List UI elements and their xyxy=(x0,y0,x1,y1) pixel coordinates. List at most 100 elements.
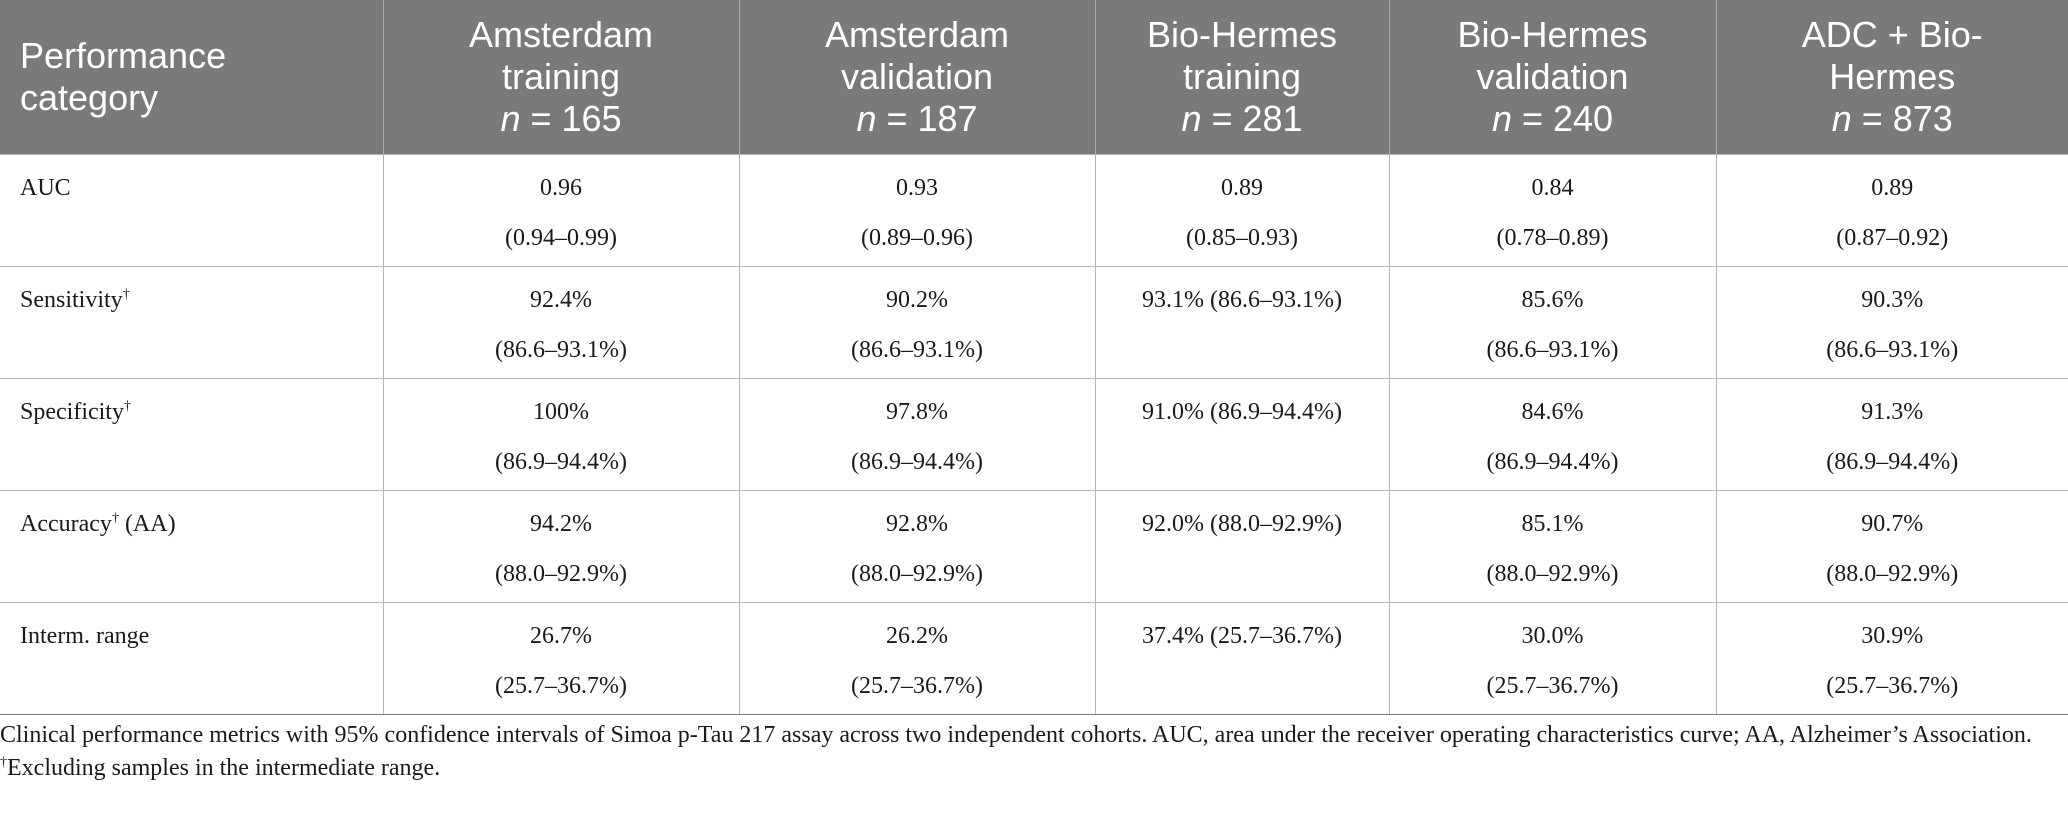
table-cell: 84.6% (86.9–94.4%) xyxy=(1388,377,1716,490)
dagger-mark: † xyxy=(111,510,119,526)
table-row: Sensitivity† 92.4% (86.6–93.1%) 90.2% (86.6–… xyxy=(0,265,2068,378)
row-label-text: Interm. range xyxy=(20,622,150,649)
cell-value: 91.0% (86.9–94.4%) xyxy=(1142,398,1342,425)
row-label-specificity: Specificity† xyxy=(0,377,383,490)
row-label-text: Specificity xyxy=(20,398,124,425)
cell-value: 0.93 xyxy=(896,174,938,201)
cell-value: 37.4% (25.7–36.7%) xyxy=(1142,622,1342,649)
row-label-text: AUC xyxy=(20,174,71,201)
cell-interval: (86.6–93.1%) xyxy=(1486,336,1619,363)
table-cell: 94.2% (88.0–92.9%) xyxy=(382,489,739,602)
table-cell: 30.9% (25.7–36.7%) xyxy=(1715,601,2068,715)
header-bio-hermes-validation: Bio-Hermes validation n = 240 xyxy=(1388,0,1716,154)
table-row: Interm. range 26.7% (25.7–36.7%) 26.2% (25.7… xyxy=(0,601,2068,715)
cell-value: 92.4% xyxy=(530,286,592,313)
table-cell: 91.0% (86.9–94.4%) xyxy=(1094,377,1389,490)
table-notes: Clinical performance metrics with 95% co… xyxy=(0,719,2040,785)
performance-table-container: Performance category Amsterdam training … xyxy=(0,0,2068,715)
n-value: = 187 xyxy=(876,97,978,139)
table-cell: 100% (86.9–94.4%) xyxy=(382,377,739,490)
cell-value: 92.0% (88.0–92.9%) xyxy=(1142,510,1342,537)
table-cell: 90.2% (86.6–93.1%) xyxy=(738,265,1095,378)
header-n: n = 240 xyxy=(1402,98,1704,140)
header-performance-category: Performance category xyxy=(0,0,383,154)
cell-value: 90.3% xyxy=(1861,286,1924,313)
performance-table: Performance category Amsterdam training … xyxy=(0,0,2068,715)
cell-interval: (25.7–36.7%) xyxy=(1826,672,1959,699)
header-n: n = 187 xyxy=(752,98,1083,140)
n-value: = 165 xyxy=(520,97,622,139)
cell-interval: (88.0–92.9%) xyxy=(851,560,983,587)
table-footnote: †Excluding samples in the intermediate r… xyxy=(0,752,2040,785)
cell-value: 30.0% xyxy=(1521,622,1584,649)
cell-interval: (86.6–93.1%) xyxy=(495,336,627,363)
cell-interval: (86.9–94.4%) xyxy=(1486,448,1619,475)
cell-interval: (88.0–92.9%) xyxy=(1826,560,1959,587)
cell-value: 0.89 xyxy=(1871,174,1914,201)
table-cell: 26.7% (25.7–36.7%) xyxy=(382,601,739,715)
table-cell: 92.4% (86.6–93.1%) xyxy=(382,265,739,378)
table-cell: 85.1% (88.0–92.9%) xyxy=(1388,489,1716,602)
cell-value: 0.89 xyxy=(1221,174,1263,201)
n-symbol: n xyxy=(500,97,521,139)
cell-interval: (86.6–93.1%) xyxy=(1826,336,1959,363)
cell-value: 0.96 xyxy=(540,174,582,201)
table-cell: 85.6% (86.6–93.1%) xyxy=(1388,265,1716,378)
row-label-auc: AUC xyxy=(0,153,383,266)
n-symbol: n xyxy=(1831,97,1852,139)
dagger-mark: † xyxy=(0,755,7,770)
table-cell: 90.3% (86.6–93.1%) xyxy=(1715,265,2068,378)
dagger-mark: † xyxy=(123,398,131,414)
header-n: n = 873 xyxy=(1729,98,2057,140)
dagger-mark: † xyxy=(122,286,130,302)
header-row: Performance category Amsterdam training … xyxy=(0,0,2068,154)
table-row: Accuracy† (AA) 94.2% (88.0–92.9%) 92.8% (88.… xyxy=(0,489,2068,602)
table-cell: 26.2% (25.7–36.7%) xyxy=(738,601,1095,715)
row-label-interm-range: Interm. range xyxy=(0,601,383,715)
cell-value: 0.84 xyxy=(1531,174,1574,201)
cell-value: 93.1% (86.6–93.1%) xyxy=(1142,286,1342,313)
cell-value: 90.2% xyxy=(886,286,948,313)
cell-value: 84.6% xyxy=(1521,398,1584,425)
cell-value: 94.2% xyxy=(530,510,592,537)
header-n: n = 281 xyxy=(1108,98,1377,140)
table-cell: 0.96 (0.94–0.99) xyxy=(382,153,739,266)
cell-interval: (25.7–36.7%) xyxy=(1486,672,1619,699)
cell-value: 100% xyxy=(533,398,589,425)
table-cell: 91.3% (86.9–94.4%) xyxy=(1715,377,2068,490)
header-line: validation xyxy=(840,55,994,97)
table-row: Specificity† 100% (86.9–94.4%) 97.8% (86.9–9… xyxy=(0,377,2068,490)
header-line: validation xyxy=(1476,55,1629,97)
n-value: = 873 xyxy=(1851,97,1953,139)
table-cell: 0.89 (0.87–0.92) xyxy=(1715,153,2068,266)
cell-value: 85.1% xyxy=(1521,510,1584,537)
header-n: n = 165 xyxy=(396,98,727,140)
n-value: = 281 xyxy=(1201,97,1303,139)
row-label-text: Accuracy xyxy=(20,510,112,537)
cell-value: 30.9% xyxy=(1861,622,1924,649)
cell-value: 26.2% xyxy=(886,622,948,649)
n-symbol: n xyxy=(1491,97,1512,139)
cell-interval: (0.87–0.92) xyxy=(1836,224,1949,251)
cell-value: 97.8% xyxy=(886,398,948,425)
cell-interval: (25.7–36.7%) xyxy=(495,672,627,699)
table-cell: 93.1% (86.6–93.1%) xyxy=(1094,265,1389,378)
table-cell: 97.8% (86.9–94.4%) xyxy=(738,377,1095,490)
table-cell: 90.7% (88.0–92.9%) xyxy=(1715,489,2068,602)
header-amsterdam-training: Amsterdam training n = 165 xyxy=(382,0,739,154)
table-caption: Clinical performance metrics with 95% co… xyxy=(0,722,2032,748)
header-line: training xyxy=(501,55,621,97)
table-body: AUC 0.96 (0.94–0.99) 0.93 (0.89–0.96) 0.89 (0.… xyxy=(0,153,2068,715)
cell-value: 92.8% xyxy=(886,510,948,537)
table-row: AUC 0.96 (0.94–0.99) 0.93 (0.89–0.96) 0.89 (0.… xyxy=(0,153,2068,266)
n-symbol: n xyxy=(1181,97,1202,139)
header-line: Hermes xyxy=(1829,55,1956,97)
cell-interval: (88.0–92.9%) xyxy=(495,560,627,587)
table-cell: 92.0% (88.0–92.9%) xyxy=(1094,489,1389,602)
header-line: Bio-Hermes xyxy=(1146,13,1338,55)
header-line: Amsterdam xyxy=(824,13,1010,55)
cell-interval: (88.0–92.9%) xyxy=(1486,560,1619,587)
table-cell: 0.89 (0.85–0.93) xyxy=(1094,153,1389,266)
cell-interval: (0.85–0.93) xyxy=(1186,224,1298,251)
cell-interval: (0.78–0.89) xyxy=(1496,224,1609,251)
